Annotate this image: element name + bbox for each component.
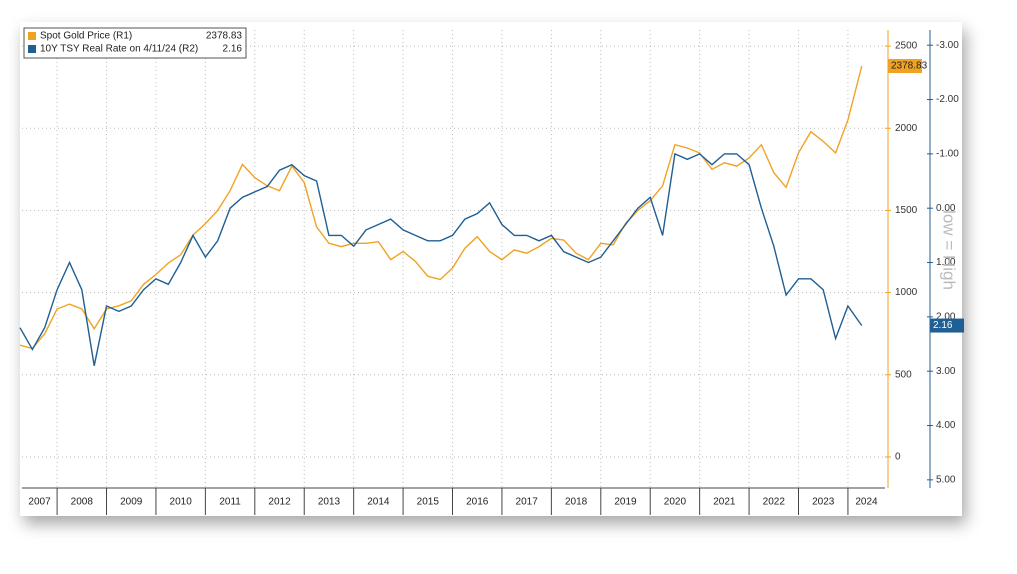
x-tick-label: 2013 [318,497,341,508]
x-tick-label: 2023 [812,497,835,508]
x-tick-label: 2015 [417,497,440,508]
y2-tick-label: 5.00 [936,474,956,485]
x-tick-label: 2020 [664,497,687,508]
y2-tick-label: -3.00 [936,40,959,51]
x-tick-label: 2012 [268,497,291,508]
x-tick-label: 2024 [855,497,878,508]
x-tick-label: 2014 [367,497,390,508]
legend-swatch [28,45,36,53]
x-tick-label: 2010 [170,497,193,508]
y-tick-label: 1000 [895,287,918,298]
y2-tick-label: 2.00 [936,312,956,323]
y2-tick-label: -1.00 [936,149,959,160]
legend-box [23,27,247,59]
x-tick-label: 2011 [219,497,241,508]
legend-swatch [28,32,36,40]
x-tick-label: 2018 [565,497,588,508]
y-tick-label: 2500 [895,41,918,52]
value-tag-label: 2.16 [933,320,953,331]
y2-tick-label: 4.00 [936,420,956,431]
series-line [19,152,863,366]
y2-tick-label: 0.00 [936,203,956,214]
legend-value: 2378.83 [206,31,243,42]
x-tick-label: 2022 [763,497,786,508]
y-tick-label: 500 [895,369,912,380]
value-tag-label: 2378.83 [891,61,928,72]
y2-tick-label: -2.00 [936,94,959,105]
y-tick-label: 2000 [895,123,918,134]
y2-tick-label: 3.00 [936,366,956,377]
x-tick-label: 2019 [614,497,637,508]
y2-tick-label: 1.00 [936,257,956,268]
x-tick-label: 2021 [713,497,736,508]
y-tick-label: 1500 [895,205,918,216]
legend-value: 2.16 [223,44,243,55]
value-tag [888,59,922,74]
series-line [19,65,863,350]
x-tick-label: 2007 [28,497,51,508]
legend-label: Spot Gold Price (R1) [40,31,132,42]
x-tick-label: 2016 [466,497,489,508]
x-tick-label: 2008 [71,497,94,508]
legend-label: 10Y TSY Real Rate on 4/11/24 (R2) [40,44,198,55]
annotation: low = High [940,210,959,290]
y-tick-label: 0 [895,452,901,463]
x-tick-label: 2009 [120,497,143,508]
x-tick-label: 2017 [516,497,539,508]
value-tag [930,318,964,333]
